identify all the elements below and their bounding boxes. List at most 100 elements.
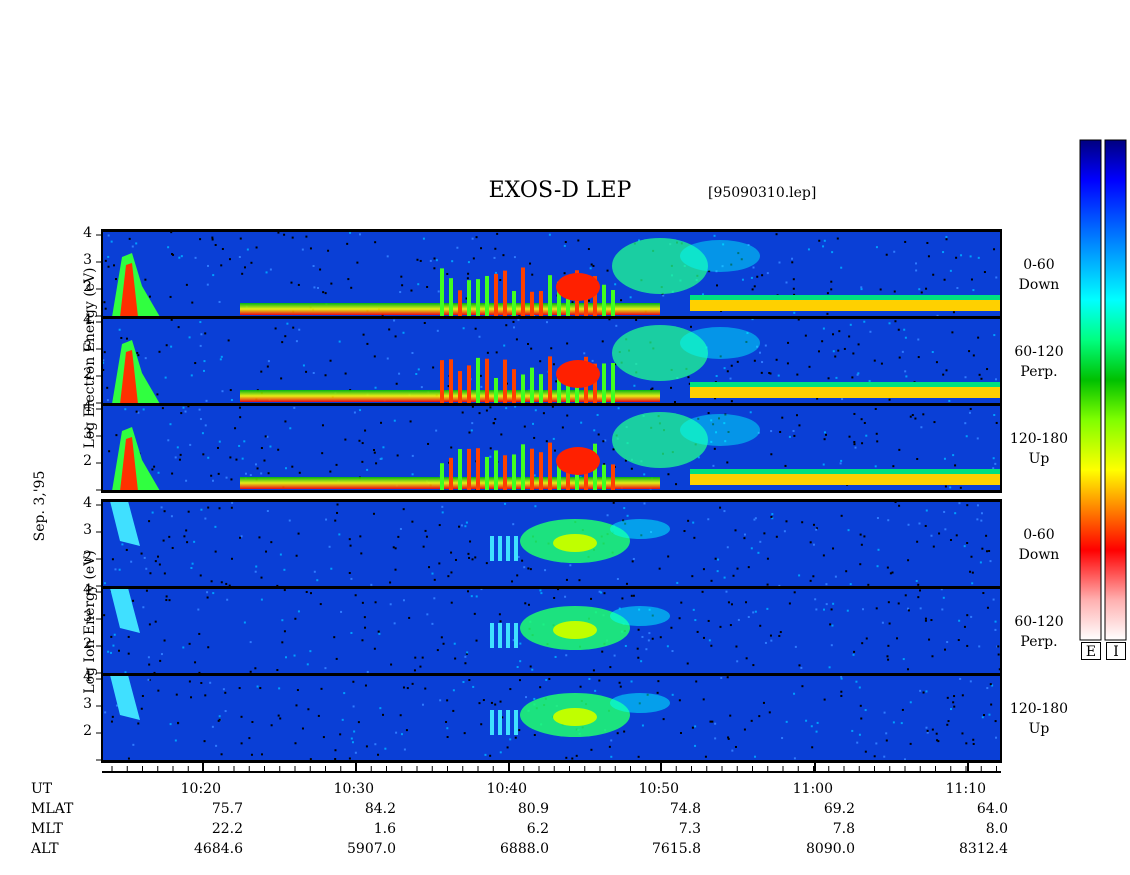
noise-speck xyxy=(885,739,888,742)
noise-speck xyxy=(601,340,604,343)
noise-speck xyxy=(188,336,191,339)
noise-speck xyxy=(117,649,120,652)
noise-speck xyxy=(388,328,391,331)
noise-speck xyxy=(845,570,848,573)
noise-speck xyxy=(468,556,471,559)
noise-speck xyxy=(926,241,929,244)
noise-speck xyxy=(402,686,405,689)
noise-speck xyxy=(291,236,294,239)
noise-speck xyxy=(217,719,220,722)
noise-speck xyxy=(858,686,861,689)
electron-spike xyxy=(476,448,480,491)
chart-title: EXOS-D LEP xyxy=(488,178,632,203)
noise-speck xyxy=(316,579,319,582)
noise-speck xyxy=(478,702,481,705)
noise-speck xyxy=(145,589,148,592)
noise-speck xyxy=(471,558,474,561)
noise-speck xyxy=(190,374,193,377)
noise-speck xyxy=(394,568,397,571)
noise-speck xyxy=(484,753,487,756)
noise-speck xyxy=(365,745,368,748)
noise-speck xyxy=(452,689,455,692)
noise-speck xyxy=(240,535,243,538)
noise-speck xyxy=(617,407,620,410)
noise-speck xyxy=(489,455,492,458)
noise-speck xyxy=(188,680,191,683)
noise-speck xyxy=(994,628,997,631)
noise-speck xyxy=(309,592,312,595)
noise-speck xyxy=(142,408,145,411)
noise-speck xyxy=(352,705,355,708)
noise-speck xyxy=(725,590,728,593)
noise-speck xyxy=(104,711,107,714)
noise-speck xyxy=(770,453,773,456)
noise-speck xyxy=(729,377,732,380)
noise-speck xyxy=(609,666,612,669)
noise-speck xyxy=(630,467,633,470)
noise-speck xyxy=(992,457,995,460)
noise-speck xyxy=(104,307,107,310)
noise-speck xyxy=(778,584,781,587)
electron-spike xyxy=(458,371,462,404)
noise-speck xyxy=(851,729,854,732)
noise-speck xyxy=(377,630,380,633)
noise-speck xyxy=(220,355,223,358)
noise-speck xyxy=(467,261,470,264)
noise-speck xyxy=(966,542,969,545)
noise-speck xyxy=(720,676,723,679)
ion-cloud-core xyxy=(553,621,597,639)
panel-angle-range: 60-120 xyxy=(1014,614,1064,630)
y-tick-label: 2 xyxy=(83,366,92,382)
table-row-label: UT xyxy=(31,781,53,797)
noise-speck xyxy=(218,300,221,303)
noise-speck xyxy=(716,570,719,573)
noise-speck xyxy=(718,417,721,420)
noise-speck xyxy=(454,657,457,660)
noise-speck xyxy=(904,370,907,373)
noise-speck xyxy=(914,417,917,420)
noise-speck xyxy=(694,619,697,622)
file-name: [95090310.lep] xyxy=(708,185,817,201)
noise-speck xyxy=(747,615,750,618)
noise-speck xyxy=(756,275,759,278)
noise-speck xyxy=(171,472,174,475)
noise-speck xyxy=(829,623,832,626)
noise-speck xyxy=(393,622,396,625)
noise-speck xyxy=(726,370,729,373)
noise-speck xyxy=(747,566,750,569)
noise-speck xyxy=(297,532,300,535)
noise-speck xyxy=(793,293,796,296)
noise-speck xyxy=(854,446,857,449)
noise-speck xyxy=(937,740,940,743)
noise-speck xyxy=(350,577,353,580)
noise-speck xyxy=(686,662,689,665)
noise-speck xyxy=(815,608,818,611)
noise-speck xyxy=(344,372,347,375)
noise-speck xyxy=(442,642,445,645)
noise-speck xyxy=(523,566,526,569)
noise-speck xyxy=(751,318,754,321)
noise-speck xyxy=(284,335,287,338)
noise-speck xyxy=(740,258,743,261)
noise-speck xyxy=(470,429,473,432)
noise-speck xyxy=(145,567,148,570)
noise-speck xyxy=(211,479,214,482)
noise-speck xyxy=(458,525,461,528)
noise-speck xyxy=(203,360,206,363)
noise-speck xyxy=(359,409,362,412)
noise-speck xyxy=(162,539,165,542)
noise-speck xyxy=(350,631,353,634)
noise-speck xyxy=(533,436,536,439)
table-cell: 7615.8 xyxy=(652,841,701,857)
noise-speck xyxy=(949,538,952,541)
noise-speck xyxy=(200,681,203,684)
noise-speck xyxy=(989,560,992,563)
noise-speck xyxy=(163,572,166,575)
noise-speck xyxy=(727,430,730,433)
panel-label-1: 0-60 Down xyxy=(1004,255,1074,295)
noise-speck xyxy=(461,411,464,414)
ion-streak xyxy=(506,623,510,648)
noise-speck xyxy=(963,545,966,548)
noise-speck xyxy=(906,668,909,671)
y-tick-label: 4 xyxy=(83,495,92,511)
